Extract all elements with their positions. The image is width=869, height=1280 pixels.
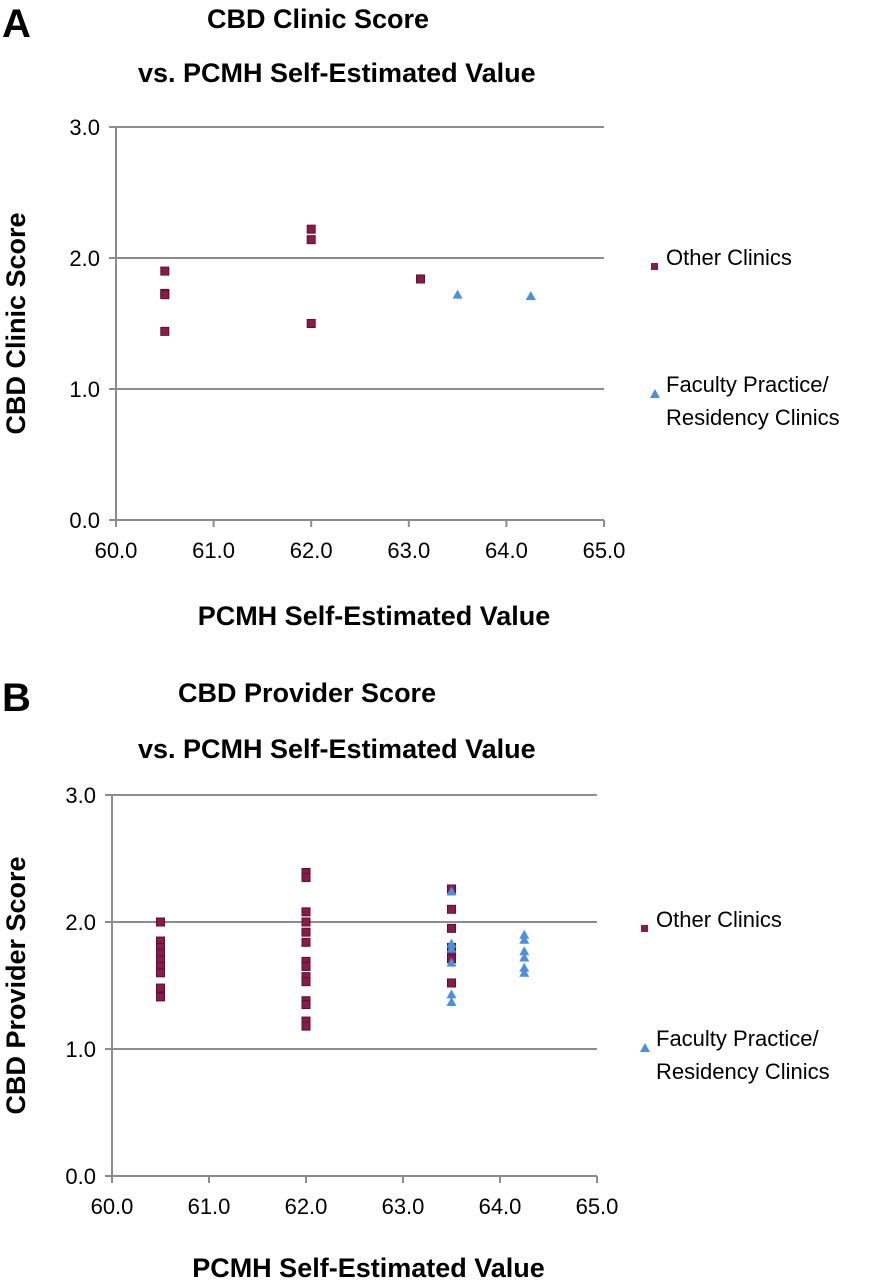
chart-title: CBD Clinic Score <box>207 4 430 34</box>
x-tick-label: 62.0 <box>290 538 333 563</box>
legend-label: Faculty Practice/ Residency Clinics <box>666 368 840 434</box>
scatter-plot-a: 0.0 1.0 2.0 3.0 60.0 61.0 62.0 63.0 64.0 65.0 PCMH… <box>1 115 626 631</box>
data-point-other-clinics <box>447 923 456 933</box>
x-tick-label: 65.0 <box>576 1194 619 1219</box>
scatter-plot-b: 0.0 1.0 2.0 3.0 60.0 61.0 62.0 63.0 64.0 65.0 PCMH… <box>1 783 619 1280</box>
data-point-other-clinics <box>306 235 316 245</box>
chart-title: CBD Provider Score <box>178 678 437 708</box>
data-point-faculty-practice <box>446 997 457 1007</box>
x-tick-label: 64.0 <box>479 1194 522 1219</box>
legend-label: Other Clinics <box>666 245 792 270</box>
data-point-faculty-practice <box>519 952 530 962</box>
data-point-faculty-practice <box>519 934 530 944</box>
legend-label-line-2: Residency Clinics <box>666 405 840 430</box>
y-tick-label: 2.0 <box>69 246 100 271</box>
data-point-other-clinics <box>156 983 165 993</box>
x-tick-label: 61.0 <box>192 538 235 563</box>
data-point-other-clinics <box>160 290 170 300</box>
y-tick-label: 1.0 <box>65 1037 96 1062</box>
panel-letter-b: B <box>2 676 31 720</box>
x-tick-label: 63.0 <box>387 538 430 563</box>
legend-label: Faculty Practice/ Residency Clinics <box>656 1022 830 1088</box>
x-tick-label: 60.0 <box>91 1194 134 1219</box>
y-tick-label: 3.0 <box>69 115 100 140</box>
legend-square-marker-icon <box>640 914 656 940</box>
x-tick-label: 65.0 <box>583 538 626 563</box>
legend-triangle-marker-icon <box>640 1033 656 1059</box>
data-point-other-clinics <box>156 968 165 978</box>
legend-label-line-2: Residency Clinics <box>656 1059 830 1084</box>
data-point-faculty-practice <box>519 967 530 977</box>
data-point-other-clinics <box>160 326 170 336</box>
legend-item-faculty-practice: Faculty Practice/ Residency Clinics <box>650 372 840 434</box>
panel-b: B CBD Provider Score vs. PCMH Self-Estim… <box>0 640 869 1280</box>
x-tick-label: 63.0 <box>382 1194 425 1219</box>
data-point-faculty-practice <box>452 289 463 299</box>
panel-letter-a: A <box>2 2 31 46</box>
data-point-other-clinics <box>160 266 170 276</box>
data-point-faculty-practice <box>446 957 457 967</box>
data-point-other-clinics <box>306 224 316 234</box>
y-axis-title: CBD Clinic Score <box>1 212 31 434</box>
legend-label-line-1: Faculty Practice/ <box>656 1026 819 1051</box>
x-tick-label: 61.0 <box>188 1194 231 1219</box>
legend-item-faculty-practice: Faculty Practice/ Residency Clinics <box>640 1026 830 1088</box>
legend-item-other-clinics: Other Clinics <box>640 907 782 940</box>
chart-subtitle: vs. PCMH Self-Estimated Value <box>138 734 536 764</box>
data-point-other-clinics <box>156 917 165 927</box>
data-point-other-clinics <box>301 1021 311 1031</box>
data-point-other-clinics <box>156 992 165 1002</box>
data-point-other-clinics <box>301 1000 311 1010</box>
data-point-other-clinics <box>447 904 456 914</box>
chart-subtitle: vs. PCMH Self-Estimated Value <box>138 58 536 88</box>
data-point-faculty-practice <box>446 886 457 896</box>
data-point-faculty-practice <box>525 290 536 300</box>
x-tick-label: 62.0 <box>285 1194 328 1219</box>
panel-a: A CBD Clinic Score vs. PCMH Self-Estimat… <box>1 2 840 631</box>
data-point-other-clinics <box>416 274 426 284</box>
data-point-other-clinics <box>301 927 311 937</box>
legend-label: Other Clinics <box>656 907 782 932</box>
data-point-faculty-practice <box>519 946 530 956</box>
legend-item-other-clinics: Other Clinics <box>650 245 792 278</box>
data-point-faculty-practice <box>519 929 530 939</box>
y-tick-label: 0.0 <box>69 508 100 533</box>
data-point-other-clinics <box>301 873 311 883</box>
data-point-faculty-practice <box>446 938 457 948</box>
data-point-faculty-practice <box>446 943 457 953</box>
data-point-other-clinics <box>306 319 316 328</box>
data-point-other-clinics <box>301 907 311 917</box>
y-tick-label: 2.0 <box>65 910 96 935</box>
data-point-faculty-practice <box>446 989 457 999</box>
x-tick-label: 60.0 <box>95 538 138 563</box>
y-tick-label: 1.0 <box>69 377 100 402</box>
data-point-other-clinics <box>447 978 456 988</box>
y-tick-label: 3.0 <box>65 783 96 808</box>
x-axis-title: PCMH Self-Estimated Value <box>198 601 551 631</box>
legend-label-line-1: Faculty Practice/ <box>666 372 829 397</box>
y-axis-title: CBD Provider Score <box>1 856 31 1114</box>
data-point-other-clinics <box>301 977 311 987</box>
x-axis-title: PCMH Self-Estimated Value <box>192 1253 545 1280</box>
x-tick-label: 64.0 <box>485 538 528 563</box>
data-point-faculty-practice <box>519 962 530 972</box>
data-point-other-clinics <box>301 937 311 947</box>
legend-triangle-marker-icon <box>650 379 666 405</box>
y-tick-label: 0.0 <box>65 1164 96 1189</box>
legend-square-marker-icon <box>650 252 666 278</box>
data-point-other-clinics <box>301 961 311 971</box>
data-point-other-clinics <box>301 917 311 927</box>
